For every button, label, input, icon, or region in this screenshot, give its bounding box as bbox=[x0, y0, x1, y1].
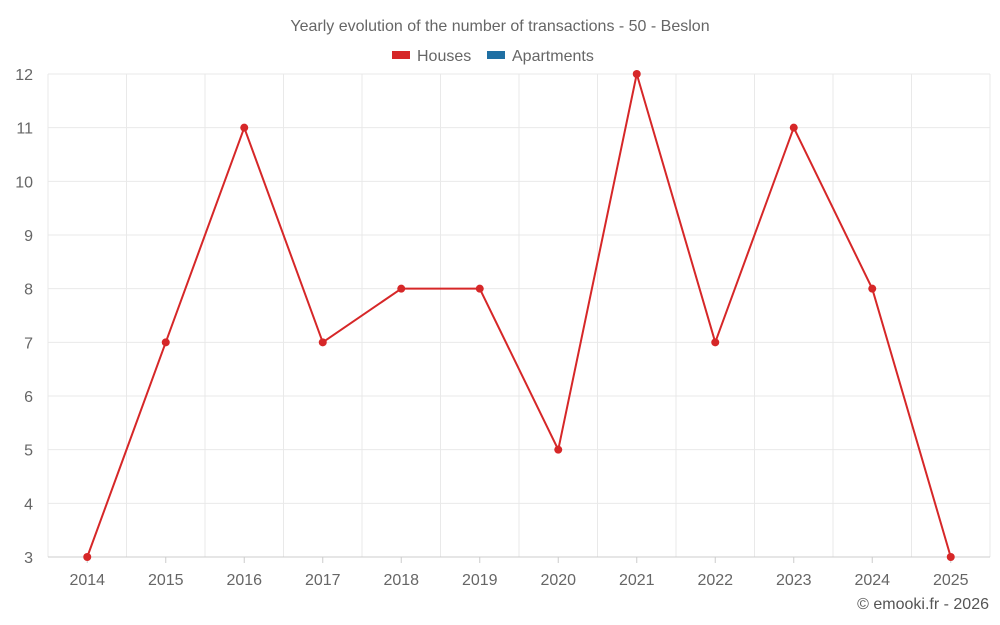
x-tick-label: 2024 bbox=[854, 572, 890, 589]
y-tick-label: 6 bbox=[24, 389, 33, 406]
legend-item-houses[interactable]: Houses bbox=[392, 48, 471, 65]
x-tick-label: 2019 bbox=[462, 572, 498, 589]
y-tick-label: 3 bbox=[24, 550, 33, 567]
data-point-houses[interactable] bbox=[632, 70, 641, 78]
data-point-houses[interactable] bbox=[946, 553, 955, 561]
data-point-houses[interactable] bbox=[554, 445, 563, 454]
x-tick-label: 2017 bbox=[305, 572, 341, 589]
x-tick-label: 2021 bbox=[619, 572, 655, 589]
data-point-houses[interactable] bbox=[868, 284, 877, 293]
x-tick-label: 2015 bbox=[148, 572, 184, 589]
plot-area bbox=[83, 70, 955, 561]
y-tick-label: 10 bbox=[15, 174, 33, 191]
axes: 3 4 5 6 7 8 9 10 11 12 2014 2015 2016 2017 2018 2019 202… bbox=[15, 67, 990, 589]
data-point-houses[interactable] bbox=[83, 553, 92, 561]
y-tick-label: 11 bbox=[16, 121, 33, 138]
x-tick-label: 2016 bbox=[226, 572, 262, 589]
y-tick-label: 8 bbox=[24, 282, 33, 299]
legend-label-houses: Houses bbox=[417, 48, 471, 65]
x-tick-label: 2023 bbox=[776, 572, 812, 589]
legend-swatch-houses bbox=[392, 51, 410, 59]
credit-text: © emooki.fr - 2026 bbox=[857, 596, 989, 613]
legend-swatch-apartments bbox=[487, 51, 505, 59]
y-tick-label: 5 bbox=[24, 443, 33, 460]
grid bbox=[47, 73, 991, 558]
data-point-houses[interactable] bbox=[789, 123, 798, 132]
y-tick-label: 9 bbox=[24, 228, 33, 245]
data-point-houses[interactable] bbox=[711, 338, 720, 347]
y-tick-label: 12 bbox=[15, 67, 33, 84]
legend-item-apartments[interactable]: Apartments bbox=[487, 48, 594, 65]
y-tick-label: 7 bbox=[24, 335, 33, 352]
data-point-houses[interactable] bbox=[475, 284, 484, 293]
series-line-houses bbox=[86, 73, 952, 558]
x-tick-label: 2025 bbox=[933, 572, 969, 589]
x-tick-label: 2014 bbox=[69, 572, 105, 589]
x-tick-label: 2022 bbox=[697, 572, 733, 589]
legend-label-apartments: Apartments bbox=[512, 48, 594, 65]
data-point-houses[interactable] bbox=[397, 284, 406, 293]
legend: Houses Apartments bbox=[392, 48, 594, 65]
x-tick-label: 2020 bbox=[540, 572, 576, 589]
chart-title: Yearly evolution of the number of transa… bbox=[290, 18, 709, 35]
data-point-houses[interactable] bbox=[318, 338, 327, 347]
x-tick-label: 2018 bbox=[383, 572, 419, 589]
data-point-houses[interactable] bbox=[161, 338, 170, 347]
y-tick-label: 4 bbox=[24, 496, 33, 513]
data-point-houses[interactable] bbox=[240, 123, 249, 132]
